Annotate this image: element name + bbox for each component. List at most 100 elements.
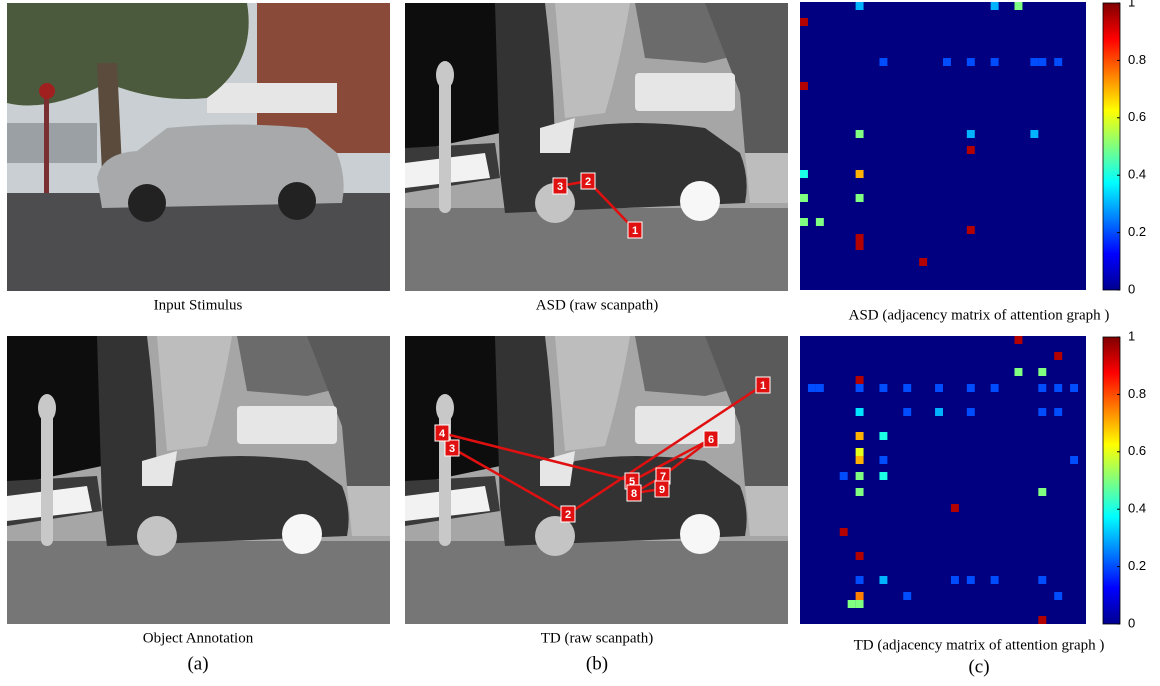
fixation-box [626, 484, 642, 502]
matrix-cell [1038, 58, 1047, 66]
caption: Object Annotation [143, 630, 254, 646]
matrix-cell [855, 130, 864, 138]
matrix-cell [1070, 384, 1079, 392]
matrix-cell [855, 432, 864, 440]
colorbar-tick-label: 1 [1128, 0, 1135, 9]
colorbar-tick-label: 0.2 [1128, 224, 1146, 239]
matrix-cell [855, 456, 864, 464]
matrix-cell [855, 600, 864, 608]
matrix-cell [1014, 368, 1023, 376]
matrix-cell [1038, 368, 1047, 376]
matrix-cell [800, 194, 808, 202]
matrix-cell [855, 376, 864, 384]
matrix-cell [800, 170, 808, 178]
matrix-cell [807, 384, 816, 392]
matrix-cell [966, 384, 975, 392]
matrix-cell [935, 384, 943, 392]
matrix-cell [966, 408, 975, 416]
matrix-cell [1014, 336, 1023, 344]
matrix-cell [935, 408, 943, 416]
matrix-cell [966, 576, 975, 584]
matrix-cell [950, 504, 959, 512]
matrix-cell [966, 58, 975, 66]
matrix-cell [1070, 456, 1079, 464]
matrix-cell [1054, 384, 1063, 392]
matrix-cell [855, 2, 864, 10]
matrix-cell [1014, 2, 1023, 10]
matrix-cell [855, 576, 864, 584]
matrix-cell [1030, 130, 1039, 138]
matrix-cell [1038, 576, 1047, 584]
input-photo [7, 3, 390, 291]
matrix-cell [966, 146, 975, 154]
matrix-cell [879, 58, 888, 66]
matrix-cell [855, 448, 864, 456]
matrix-cell [1054, 408, 1063, 416]
matrix-cell [990, 576, 999, 584]
fixation-label: 1 [760, 380, 766, 392]
colorbar-tick-label: 0.2 [1128, 558, 1146, 573]
colorbar-tick-label: 0.8 [1128, 52, 1146, 67]
fixation-box [755, 376, 771, 394]
matrix-cell [847, 600, 856, 608]
subfigure-label: (c) [968, 656, 989, 677]
matrix-cell [855, 242, 864, 250]
fixation-label: 6 [708, 434, 714, 446]
fixation-label: 2 [585, 176, 591, 188]
matrix-cell [1038, 488, 1047, 496]
matrix-cell [800, 218, 808, 226]
matrix-cell [855, 384, 864, 392]
matrix-cell [800, 18, 808, 26]
colorbar-tick-label: 1 [1128, 328, 1135, 343]
asd-scanpath: 1 2 3 [552, 172, 643, 239]
matrix-cell [855, 194, 864, 202]
caption: Input Stimulus [154, 297, 243, 313]
colorbar [1102, 336, 1121, 625]
matrix-background [800, 2, 1086, 290]
fixation-label: 8 [631, 488, 637, 500]
matrix-cell [990, 384, 999, 392]
matrix-cell [950, 576, 959, 584]
colorbar-tick-label: 0.6 [1128, 443, 1146, 458]
matrix-cell [903, 592, 912, 600]
fixation-label: 3 [449, 443, 455, 455]
matrix-cell [855, 472, 864, 480]
matrix-cell [966, 130, 975, 138]
matrix-cell [800, 82, 808, 90]
matrix-cell [855, 592, 864, 600]
fixation-label: 1 [632, 225, 638, 237]
matrix-cell [879, 576, 888, 584]
fixation-label: 2 [565, 509, 571, 521]
fixation-box [552, 177, 568, 195]
matrix-cell [855, 234, 864, 242]
matrix-cell [1030, 58, 1039, 66]
fixation-box [654, 480, 670, 498]
fixation-label: 9 [659, 484, 665, 496]
matrix-cell [855, 170, 864, 178]
colorbar-tick-label: 0.8 [1128, 386, 1146, 401]
fixation-label: 3 [557, 181, 563, 193]
matrix-cell [1038, 408, 1047, 416]
matrix-cell [879, 456, 888, 464]
matrix-cell [855, 488, 864, 496]
fixation-box [580, 172, 596, 190]
matrix-cell [1054, 592, 1063, 600]
caption: TD (adjacency matrix of attention graph … [854, 637, 1105, 653]
matrix-cell [815, 218, 824, 226]
matrix-cell [879, 432, 888, 440]
fixation-box [703, 430, 719, 448]
matrix-cell [990, 58, 999, 66]
subfigure-label: (b) [586, 653, 608, 674]
colorbar-tick-label: 0.4 [1128, 167, 1146, 182]
colorbar [1102, 2, 1121, 291]
colorbar-tick-label: 0 [1128, 281, 1135, 296]
fixation-label: 5 [629, 476, 635, 488]
caption: ASD (adjacency matrix of attention graph… [849, 307, 1110, 323]
matrix-cell [990, 2, 999, 10]
matrix-cell [879, 384, 888, 392]
td-scanpath: 1 2 34 5 6 7 8 9 [434, 376, 771, 523]
matrix-cell [943, 58, 951, 66]
fixation-box [434, 424, 450, 442]
caption: TD (raw scanpath) [541, 630, 653, 646]
